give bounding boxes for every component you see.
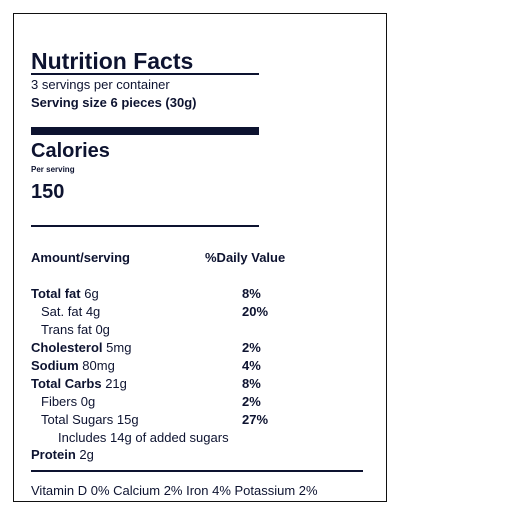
nutrient: Total fat [31, 286, 81, 301]
amount: 0g [80, 394, 96, 409]
nutrient: Trans fat [41, 322, 92, 337]
row: Cholesterol 5mg [31, 341, 131, 354]
amount: 6g [84, 286, 99, 301]
amount: 21g [105, 376, 127, 391]
row: Fibers 0g [41, 395, 95, 408]
dv: 27% [242, 412, 269, 427]
dv: 8% [242, 286, 261, 301]
title: Nutrition Facts [31, 48, 194, 74]
row: Total Carbs 21g [31, 377, 127, 390]
nutrient: Sat. fat [41, 304, 83, 319]
row: Includes 14g of added sugars [58, 431, 229, 444]
dv: 2% [242, 340, 261, 355]
row: Sat. fat 4g [41, 305, 100, 318]
row: Trans fat 0g [41, 323, 110, 336]
amount: 0g [95, 322, 110, 337]
nutrient: Cholesterol [31, 340, 103, 355]
serving-size: Serving size 6 pieces (30g) [31, 95, 197, 110]
dv: 2% [242, 394, 261, 409]
dv: 4% [242, 358, 261, 373]
nutrient: Total Carbs [31, 376, 102, 391]
calories-value: 150 [31, 181, 65, 203]
dv-header: %Daily Value [205, 250, 286, 265]
row: Total fat 6g [31, 287, 99, 300]
amount: 80mg [82, 358, 115, 373]
rule [31, 470, 363, 472]
amount: 4g [85, 304, 101, 319]
thick-rule [31, 127, 259, 135]
nutrition-label: Nutrition Facts 3 servings per container… [13, 13, 387, 502]
nutrient: Total Sugars [41, 412, 114, 427]
dv: 8% [242, 376, 261, 391]
rule [31, 225, 259, 227]
rule [31, 73, 259, 75]
servings: 3 servings per container [31, 77, 170, 92]
amount: 2g [79, 447, 94, 462]
amount: 15g [116, 412, 139, 427]
dv: 20% [242, 304, 269, 319]
calories-label: Calories [31, 140, 110, 162]
row: Sodium 80mg [31, 359, 115, 372]
nutrient: Fibers [41, 394, 78, 409]
amount-header: Amount/serving [31, 250, 130, 265]
row: Protein 2g [31, 448, 94, 461]
nutrient: Protein [31, 447, 76, 462]
nutrient: Sodium [31, 358, 79, 373]
amount: 5mg [106, 340, 132, 355]
note: Includes 14g of added sugars [58, 430, 229, 445]
per-serving: Per serving [31, 165, 75, 174]
row: Total Sugars 15g [41, 413, 139, 426]
footer: Vitamin D 0% Calcium 2% Iron 4% Potassiu… [31, 483, 318, 498]
